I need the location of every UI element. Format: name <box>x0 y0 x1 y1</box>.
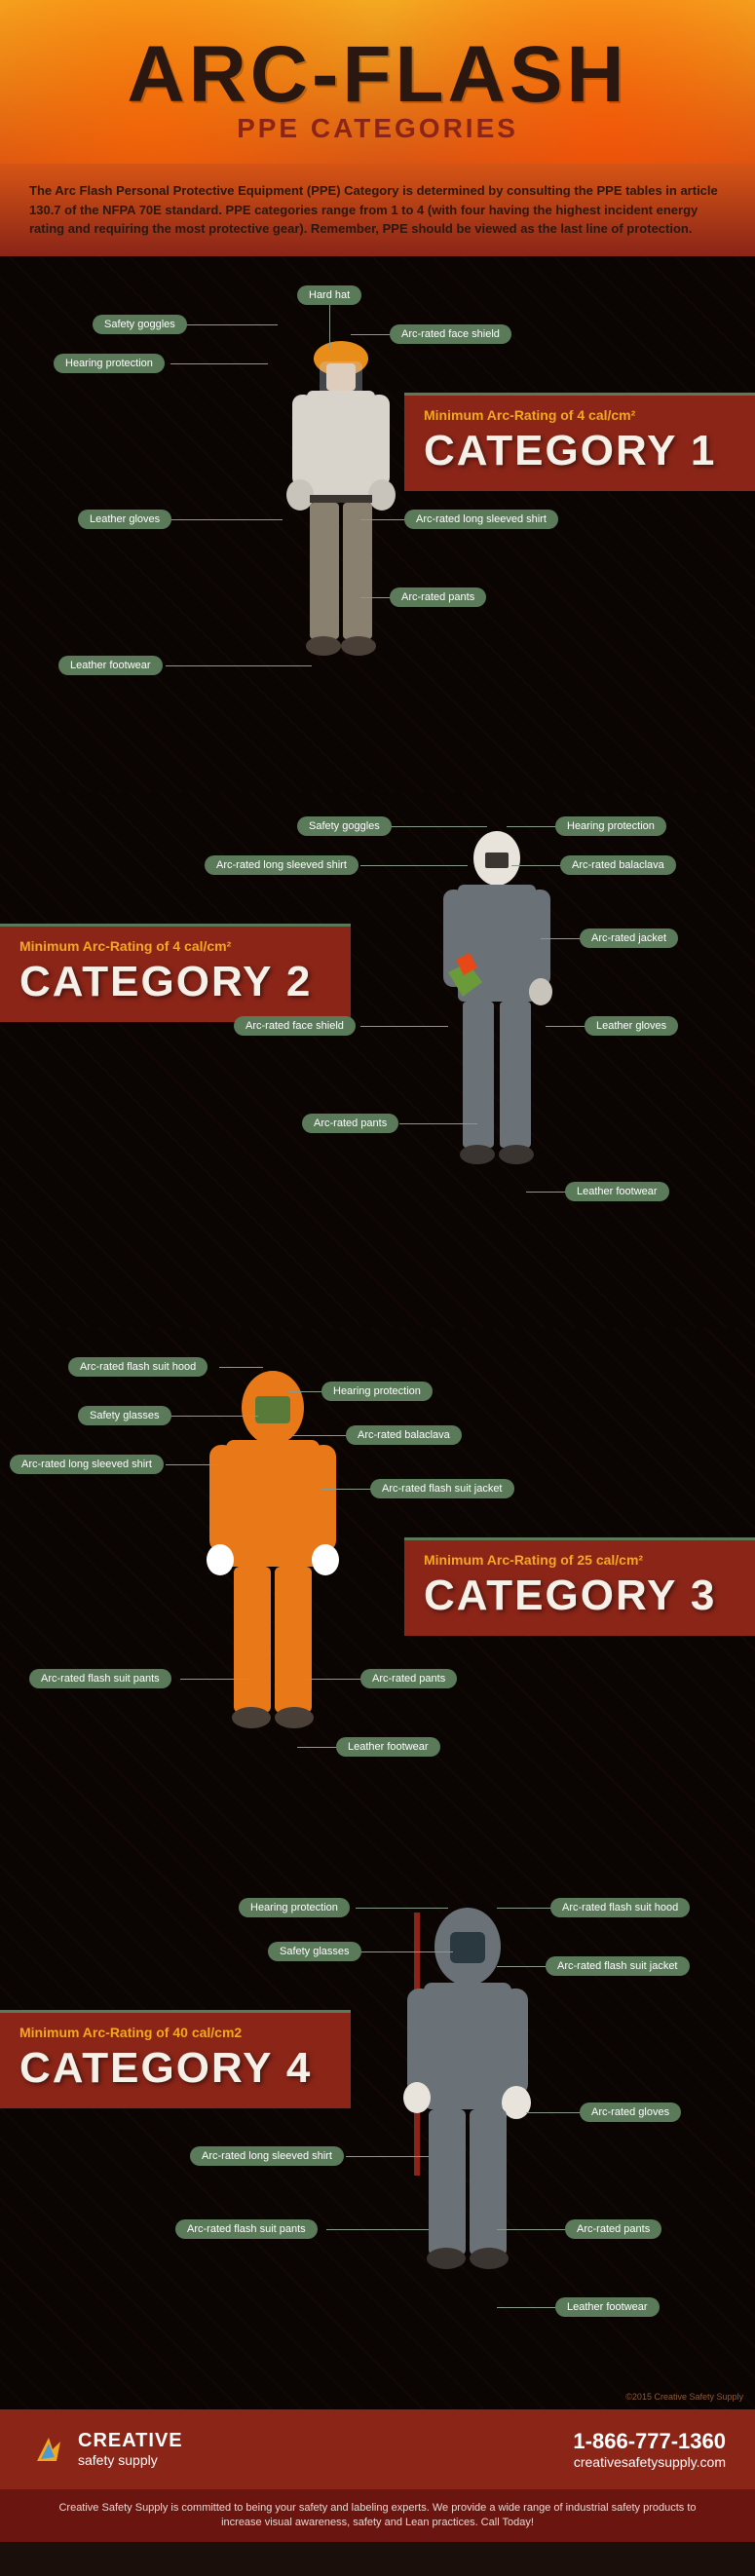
logo: CREATIVE safety supply <box>29 2430 183 2469</box>
category-2-section: Minimum Arc-Rating of 4 cal/cm² CATEGORY… <box>0 792 755 1328</box>
rating-text: Minimum Arc-Rating of 4 cal/cm² <box>424 407 736 423</box>
category-name: CATEGORY 4 <box>19 2044 331 2093</box>
category-1-section: Minimum Arc-Rating of 4 cal/cm² CATEGORY… <box>0 256 755 792</box>
label-glasses: Safety glasses <box>268 1942 361 1961</box>
label-faceshield: Arc-rated face shield <box>390 324 511 344</box>
main-title: ARC-FLASH <box>19 29 736 121</box>
label-gloves: Leather gloves <box>78 510 171 529</box>
brand-sub: safety supply <box>78 2452 183 2468</box>
label-gloves: Arc-rated gloves <box>580 2102 681 2122</box>
label-gloves: Leather gloves <box>585 1016 678 1036</box>
label-hardhat: Hard hat <box>297 285 361 305</box>
label-pants: Arc-rated pants <box>302 1114 398 1133</box>
label-footwear: Leather footwear <box>336 1737 440 1757</box>
label-goggles: Safety goggles <box>297 816 392 836</box>
label-jacket: Arc-rated flash suit jacket <box>370 1479 514 1498</box>
figure-cat1 <box>253 315 429 685</box>
header: ARC-FLASH PPE CATEGORIES <box>0 0 755 164</box>
category-3-box: Minimum Arc-Rating of 25 cal/cm² CATEGOR… <box>404 1537 755 1636</box>
category-name: CATEGORY 1 <box>424 427 736 475</box>
category-3-section: Minimum Arc-Rating of 25 cal/cm² CATEGOR… <box>0 1328 755 1864</box>
label-pants: Arc-rated pants <box>565 2219 661 2239</box>
figure-cat2 <box>409 821 585 1192</box>
label-pants: Arc-rated pants <box>390 587 486 607</box>
contact: 1-866-777-1360 creativesafetysupply.com <box>573 2429 726 2470</box>
intro-text: The Arc Flash Personal Protective Equipm… <box>0 164 755 256</box>
label-suitpants: Arc-rated flash suit pants <box>29 1669 171 1688</box>
footer: CREATIVE safety supply 1-866-777-1360 cr… <box>0 2409 755 2489</box>
category-1-box: Minimum Arc-Rating of 4 cal/cm² CATEGORY… <box>404 393 755 491</box>
label-footwear: Leather footwear <box>58 656 163 675</box>
label-footwear: Leather footwear <box>555 2297 660 2317</box>
rating-text: Minimum Arc-Rating of 40 cal/cm2 <box>19 2025 331 2040</box>
brand-name: CREATIVE <box>78 2430 183 2452</box>
category-2-box: Minimum Arc-Rating of 4 cal/cm² CATEGORY… <box>0 924 351 1022</box>
label-hood: Arc-rated flash suit hood <box>550 1898 690 1917</box>
tagline: Creative Safety Supply is committed to b… <box>0 2489 755 2543</box>
figure-cat3 <box>185 1367 360 1737</box>
label-hearing: Hearing protection <box>239 1898 350 1917</box>
label-hearing: Hearing protection <box>555 816 666 836</box>
label-jacket: Arc-rated flash suit jacket <box>546 1956 690 1976</box>
label-hood: Arc-rated flash suit hood <box>68 1357 208 1377</box>
rating-text: Minimum Arc-Rating of 4 cal/cm² <box>19 938 331 954</box>
label-shirt: Arc-rated long sleeved shirt <box>205 855 359 875</box>
label-glasses: Safety glasses <box>78 1406 171 1425</box>
rating-text: Minimum Arc-Rating of 25 cal/cm² <box>424 1552 736 1568</box>
label-footwear: Leather footwear <box>565 1182 669 1201</box>
copyright: ©2015 Creative Safety Supply <box>625 2392 743 2402</box>
label-goggles: Safety goggles <box>93 315 187 334</box>
label-hearing: Hearing protection <box>54 354 165 373</box>
category-name: CATEGORY 2 <box>19 958 331 1006</box>
website: creativesafetysupply.com <box>573 2454 726 2470</box>
logo-icon <box>29 2430 68 2469</box>
label-balaclava: Arc-rated balaclava <box>560 855 676 875</box>
label-pants: Arc-rated pants <box>360 1669 457 1688</box>
figure-cat4 <box>380 1903 555 2273</box>
phone: 1-866-777-1360 <box>573 2429 726 2454</box>
label-hearing: Hearing protection <box>321 1382 433 1401</box>
label-jacket: Arc-rated jacket <box>580 928 678 948</box>
label-balaclava: Arc-rated balaclava <box>346 1425 462 1445</box>
label-suitpants: Arc-rated flash suit pants <box>175 2219 318 2239</box>
label-faceshield: Arc-rated face shield <box>234 1016 356 1036</box>
category-name: CATEGORY 3 <box>424 1572 736 1620</box>
label-shirt: Arc-rated long sleeved shirt <box>404 510 558 529</box>
subtitle: PPE CATEGORIES <box>19 113 736 144</box>
category-4-box: Minimum Arc-Rating of 40 cal/cm2 CATEGOR… <box>0 2010 351 2108</box>
label-shirt: Arc-rated long sleeved shirt <box>190 2146 344 2166</box>
label-shirt: Arc-rated long sleeved shirt <box>10 1455 164 1474</box>
category-4-section: Minimum Arc-Rating of 40 cal/cm2 CATEGOR… <box>0 1864 755 2409</box>
